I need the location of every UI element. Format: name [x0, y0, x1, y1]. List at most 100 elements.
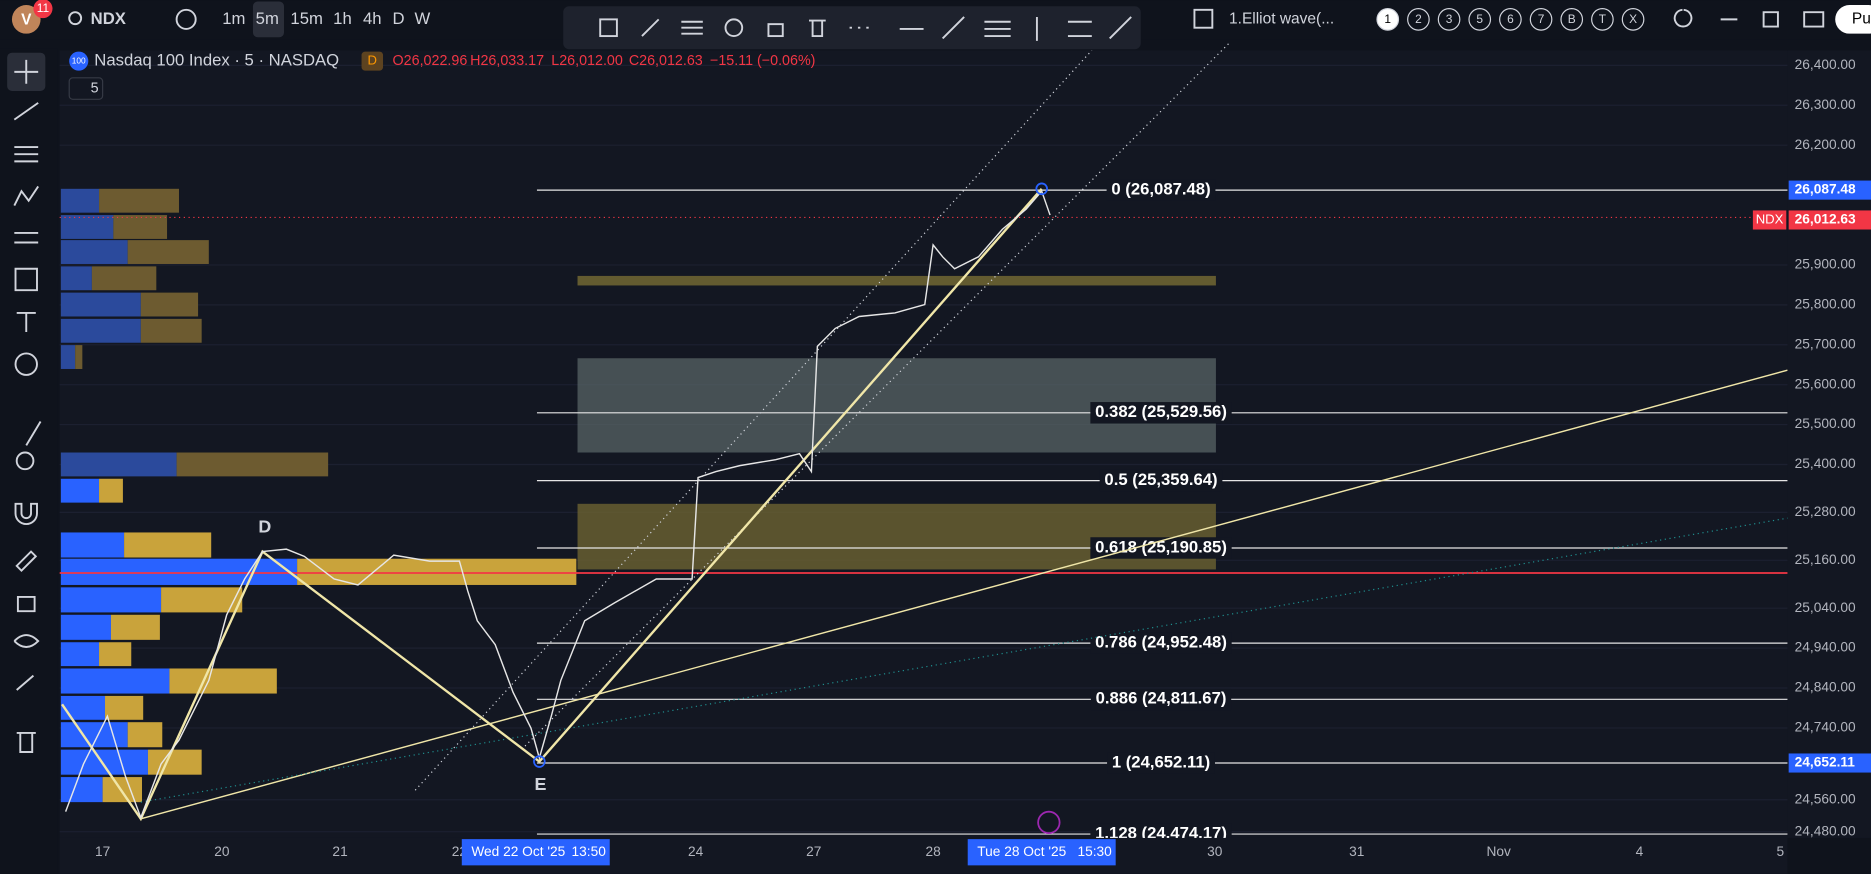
interval[interactable]: 5m — [256, 9, 279, 28]
interval[interactable]: 1h — [333, 9, 352, 28]
wave-button[interactable] — [1407, 8, 1430, 31]
publish-label: Pu — [1852, 10, 1871, 27]
price-tick-label: 25,500.00 — [1795, 416, 1856, 431]
tool-icon[interactable] — [641, 18, 660, 37]
event-icon[interactable] — [1037, 810, 1061, 835]
ohlc-close: C26,012.63 — [629, 53, 703, 69]
interval[interactable]: W — [415, 9, 431, 28]
wave-button-label: 1 — [1384, 12, 1391, 26]
tool-icon[interactable] — [899, 16, 1132, 41]
price-tick-label: 24,480.00 — [1795, 823, 1856, 838]
wave-button[interactable] — [1437, 8, 1461, 31]
symbol[interactable]: NDX — [91, 9, 126, 28]
time-tick-label: 5 — [1776, 844, 1784, 859]
fib-label: 0.786 (24,952.48) — [1095, 633, 1227, 652]
badge-text: D — [368, 53, 377, 68]
channel-line — [524, 42, 1230, 747]
price-tick-label: 24,840.00 — [1795, 680, 1856, 695]
time-cursor-time: 13:50 — [572, 844, 607, 859]
volume-profile — [60, 188, 577, 803]
anchor-point[interactable] — [533, 755, 546, 768]
interval[interactable]: 4h — [363, 9, 382, 28]
avatar[interactable] — [11, 5, 41, 34]
time-cursor — [967, 839, 1116, 866]
fib-label: 1 (24,652.11) — [1112, 752, 1210, 771]
wave-button[interactable] — [1560, 8, 1584, 31]
price-marker-label: 26,087.48 — [1795, 182, 1856, 197]
tool-icon[interactable] — [599, 18, 618, 38]
price-tick-label: 25,700.00 — [1795, 336, 1856, 351]
search-icon[interactable] — [68, 11, 83, 26]
time-tick-label: 28 — [925, 844, 941, 859]
legend-title: Nasdaq 100 Index · 5 · NASDAQ — [94, 51, 339, 70]
price-marker-label: 26,012.63 — [1795, 212, 1856, 227]
fib-label-bg — [1090, 402, 1232, 424]
tool-icon[interactable] — [14, 352, 38, 376]
interval[interactable]: 15m — [290, 9, 322, 28]
interval[interactable]: D — [393, 9, 405, 28]
tool-icon[interactable] — [724, 18, 744, 38]
price-tick-label: 24,940.00 — [1795, 640, 1856, 655]
ohlc-change: −15.11 (−0.06%) — [710, 53, 815, 69]
price-tag-label: NDX — [1756, 211, 1784, 226]
tool-icons[interactable] — [13, 550, 40, 753]
price-tick-label: 25,800.00 — [1795, 296, 1856, 311]
wave-button-label: 7 — [1538, 12, 1545, 26]
trend-line — [140, 517, 1788, 803]
fib-label-bg — [1107, 752, 1215, 774]
time-cursor — [461, 839, 610, 866]
add-symbol[interactable] — [175, 8, 197, 30]
price-tick-label: 26,400.00 — [1795, 57, 1856, 72]
fib-label: 0.618 (25,190.85) — [1095, 537, 1227, 556]
price-tick-label: 25,400.00 — [1795, 456, 1856, 471]
wave-button[interactable] — [1591, 8, 1614, 31]
left-toolbar — [0, 48, 58, 874]
wave-button[interactable] — [1468, 8, 1492, 31]
wave-button[interactable] — [1376, 8, 1400, 31]
top-right-icons[interactable] — [1673, 8, 1825, 28]
avatar-letter: V — [21, 12, 32, 29]
indicator-toggle[interactable] — [68, 77, 104, 100]
fib-label-bg — [1090, 688, 1232, 711]
time-tick-label: 27 — [806, 844, 821, 859]
tool-icon[interactable] — [681, 20, 703, 35]
time-tick-label: 31 — [1349, 844, 1364, 859]
symbol-logo-text: 100 — [72, 55, 86, 65]
price-tick-label: 25,160.00 — [1795, 552, 1856, 567]
tool-icon[interactable] — [767, 23, 784, 38]
fib-label-bg — [1099, 469, 1223, 492]
time-tick-label: 30 — [1207, 844, 1223, 859]
wave-label: E — [535, 774, 547, 794]
price-marker — [1788, 180, 1871, 200]
tool-icon[interactable] — [809, 19, 826, 38]
publish-button[interactable] — [1835, 5, 1871, 34]
layout-name[interactable]: 1.Elliot wave(... — [1229, 10, 1334, 27]
active-interval — [252, 1, 284, 38]
wave-button-label: B — [1568, 12, 1576, 26]
badge — [361, 51, 384, 71]
tool-icons[interactable] — [13, 59, 42, 525]
fib-label-bg — [1106, 179, 1216, 201]
wave-button-label: 6 — [1507, 12, 1514, 26]
price-marker — [1788, 753, 1871, 773]
tool-icon[interactable] — [15, 451, 35, 471]
wave-button[interactable] — [1499, 8, 1522, 31]
wave-button-label: 2 — [1415, 12, 1422, 26]
anchor-point[interactable] — [1035, 182, 1048, 196]
wave-button[interactable] — [1529, 8, 1553, 31]
time-tick-label: 21 — [332, 844, 347, 859]
price-tick-label: 24,560.00 — [1795, 791, 1856, 806]
wave-button[interactable] — [1621, 8, 1645, 31]
fib-label: 1.128 (24,474.17) — [1095, 823, 1227, 842]
price-tick-label: 25,600.00 — [1795, 376, 1856, 391]
layout-icon[interactable] — [1193, 8, 1214, 29]
time-tick-label: 24 — [688, 844, 704, 859]
price-tick-label: 25,900.00 — [1795, 257, 1856, 272]
channel-line — [414, 49, 1093, 791]
interval[interactable]: 1m — [222, 9, 245, 28]
badge-count: 11 — [37, 1, 50, 15]
price-tick-label: 26,200.00 — [1795, 137, 1856, 152]
time-axis — [59, 837, 1788, 874]
drawing-toolbar — [563, 6, 1141, 50]
price-tick-label: 24,740.00 — [1795, 720, 1856, 735]
